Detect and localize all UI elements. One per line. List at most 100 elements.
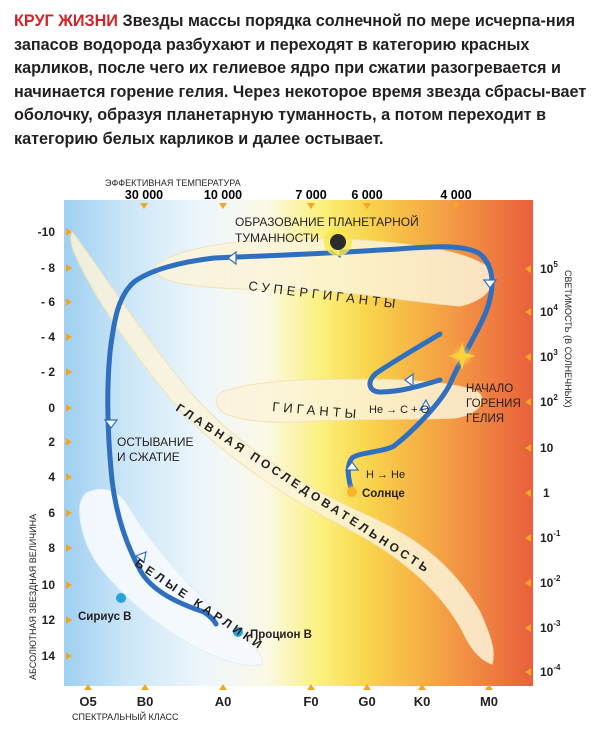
left-tick: 8 <box>48 541 55 555</box>
bottom-tick-marker <box>141 684 149 690</box>
helium-loop-track <box>367 331 443 395</box>
right-tick: 104 <box>540 303 558 319</box>
left-tick: - 4 <box>41 330 55 344</box>
helium-burning-label: НАЧАЛО ГОРЕНИЯ ГЕЛИЯ <box>466 383 524 425</box>
giants-band <box>215 378 483 423</box>
track-arrow-icon <box>404 372 414 388</box>
top-tick-marker <box>307 203 315 209</box>
right-tick: 10-2 <box>540 574 561 590</box>
right-tick: 10 <box>540 441 554 455</box>
bottom-tick-marker <box>219 684 227 690</box>
top-tick-marker <box>452 203 460 209</box>
left-tick: 12 <box>42 613 56 627</box>
bottom-tick: G0 <box>358 694 375 709</box>
bottom-tick-marker <box>84 684 92 690</box>
track-arrow-icon <box>418 398 431 411</box>
left-tick: 10 <box>42 578 56 592</box>
right-tick: 103 <box>540 348 558 364</box>
hr-diagram: ЭФФЕКТИВНАЯ ТЕМПЕРАТУРА СПЕКТРАЛЬНЫЙ КЛА… <box>28 178 573 722</box>
left-tick: 6 <box>48 506 55 520</box>
track-arrow-icon <box>103 419 119 429</box>
intro-text: Звезды массы порядка солнечной по мере и… <box>14 12 587 148</box>
bottom-tick: O5 <box>79 694 96 709</box>
left-axis-title: АБСОЛЮТНАЯ ЗВЕЗДНАЯ ВЕЛИЧИНА <box>28 514 38 680</box>
bottom-tick: B0 <box>137 694 154 709</box>
right-tick: 10-4 <box>540 663 561 679</box>
left-tick: 0 <box>48 401 55 415</box>
right-axis: 105 104 103 102 10 1 10-1 10-2 10-3 10-4 <box>540 260 561 679</box>
main-sequence-band <box>70 231 494 665</box>
right-tick-marker <box>525 265 531 273</box>
bottom-tick-marker <box>307 684 315 690</box>
evolution-track <box>105 244 495 627</box>
right-tick-marker <box>525 308 531 316</box>
right-tick-marker <box>525 353 531 361</box>
top-tick-marker <box>140 203 148 209</box>
sirius-b-dot <box>116 593 126 603</box>
sun-icon <box>347 487 357 497</box>
left-tick: 2 <box>48 435 55 449</box>
procyon-b-dot <box>233 627 243 637</box>
track-arrow-icon <box>344 461 360 471</box>
left-tick-marker <box>66 616 72 624</box>
top-tick-marker <box>363 203 371 209</box>
left-tick-marker <box>66 333 72 341</box>
cooling-label: ОСТЫВАНИЕ И СЖАТИЕ <box>117 435 197 464</box>
right-tick-marker <box>525 398 531 406</box>
bottom-axis: O5 B0 A0 F0 G0 K0 M0 <box>79 694 498 709</box>
bottom-tick: F0 <box>303 694 318 709</box>
left-tick: -10 <box>38 225 56 239</box>
right-tick: 102 <box>540 393 558 409</box>
bottom-tick: M0 <box>480 694 498 709</box>
top-tick: 7 000 <box>295 188 326 202</box>
right-tick-marker <box>525 668 531 676</box>
bottom-tick-marker <box>363 684 371 690</box>
track-arrow-icon <box>134 551 147 564</box>
left-tick-marker <box>66 581 72 589</box>
nebula-label: ОБРАЗОВАНИЕ ПЛАНЕТАРНОЙ ТУМАННОСТИ <box>235 214 422 245</box>
left-tick-marker <box>66 298 72 306</box>
bottom-axis-title: СПЕКТРАЛЬНЫЙ КЛАСС <box>72 711 179 722</box>
top-tick: 30 000 <box>125 188 163 202</box>
track-arrow-icon <box>482 279 498 289</box>
track-arrow-icon <box>227 250 237 266</box>
helium-flash-icon <box>448 342 476 370</box>
left-tick-marker <box>66 404 72 412</box>
right-tick: 10-1 <box>540 529 561 545</box>
left-tick: - 6 <box>41 295 55 309</box>
top-tick-marker <box>219 203 227 209</box>
sirius-b-label: Сириус В <box>78 611 131 623</box>
right-tick-marker <box>525 579 531 587</box>
he-to-co-label: He → C + O <box>369 404 430 416</box>
left-tick-marker <box>66 264 72 272</box>
bottom-tick-marker <box>485 684 493 690</box>
h-to-he-label: H → He <box>366 469 405 481</box>
top-tick: 6 000 <box>351 188 382 202</box>
procyon-b-label: Процион В <box>250 629 312 641</box>
left-tick-marker <box>66 652 72 660</box>
intro-paragraph: КРУГ ЖИЗНИ Звезды массы порядка солнечно… <box>14 10 588 151</box>
right-tick-marker <box>525 444 531 452</box>
left-axis: -10 - 8 - 6 - 4 - 2 0 2 4 6 8 10 12 14 <box>38 225 56 663</box>
right-tick-marker <box>525 624 531 632</box>
left-tick: - 8 <box>41 261 55 275</box>
bottom-tick: A0 <box>215 694 232 709</box>
right-tick: 1 <box>543 486 550 500</box>
top-axis-title: ЭФФЕКТИВНАЯ ТЕМПЕРАТУРА <box>105 178 241 188</box>
left-tick-marker <box>66 368 72 376</box>
right-tick: 10-3 <box>540 619 561 635</box>
right-axis-title: СВЕТИМОСТЬ (В СОЛНЕЧНЫХ) <box>563 270 573 408</box>
left-tick-marker <box>66 438 72 446</box>
intro-heading: КРУГ ЖИЗНИ <box>14 12 118 30</box>
left-tick-marker <box>66 228 72 236</box>
sun-label: Солнце <box>362 488 405 500</box>
left-tick-marker <box>66 509 72 517</box>
bottom-tick-marker <box>418 684 426 690</box>
left-tick-marker <box>66 473 72 481</box>
left-tick-marker <box>66 544 72 552</box>
bottom-tick: K0 <box>414 694 431 709</box>
left-tick: - 2 <box>41 365 55 379</box>
right-tick: 105 <box>540 260 558 276</box>
right-tick-marker <box>525 534 531 542</box>
top-tick: 10 000 <box>204 188 242 202</box>
